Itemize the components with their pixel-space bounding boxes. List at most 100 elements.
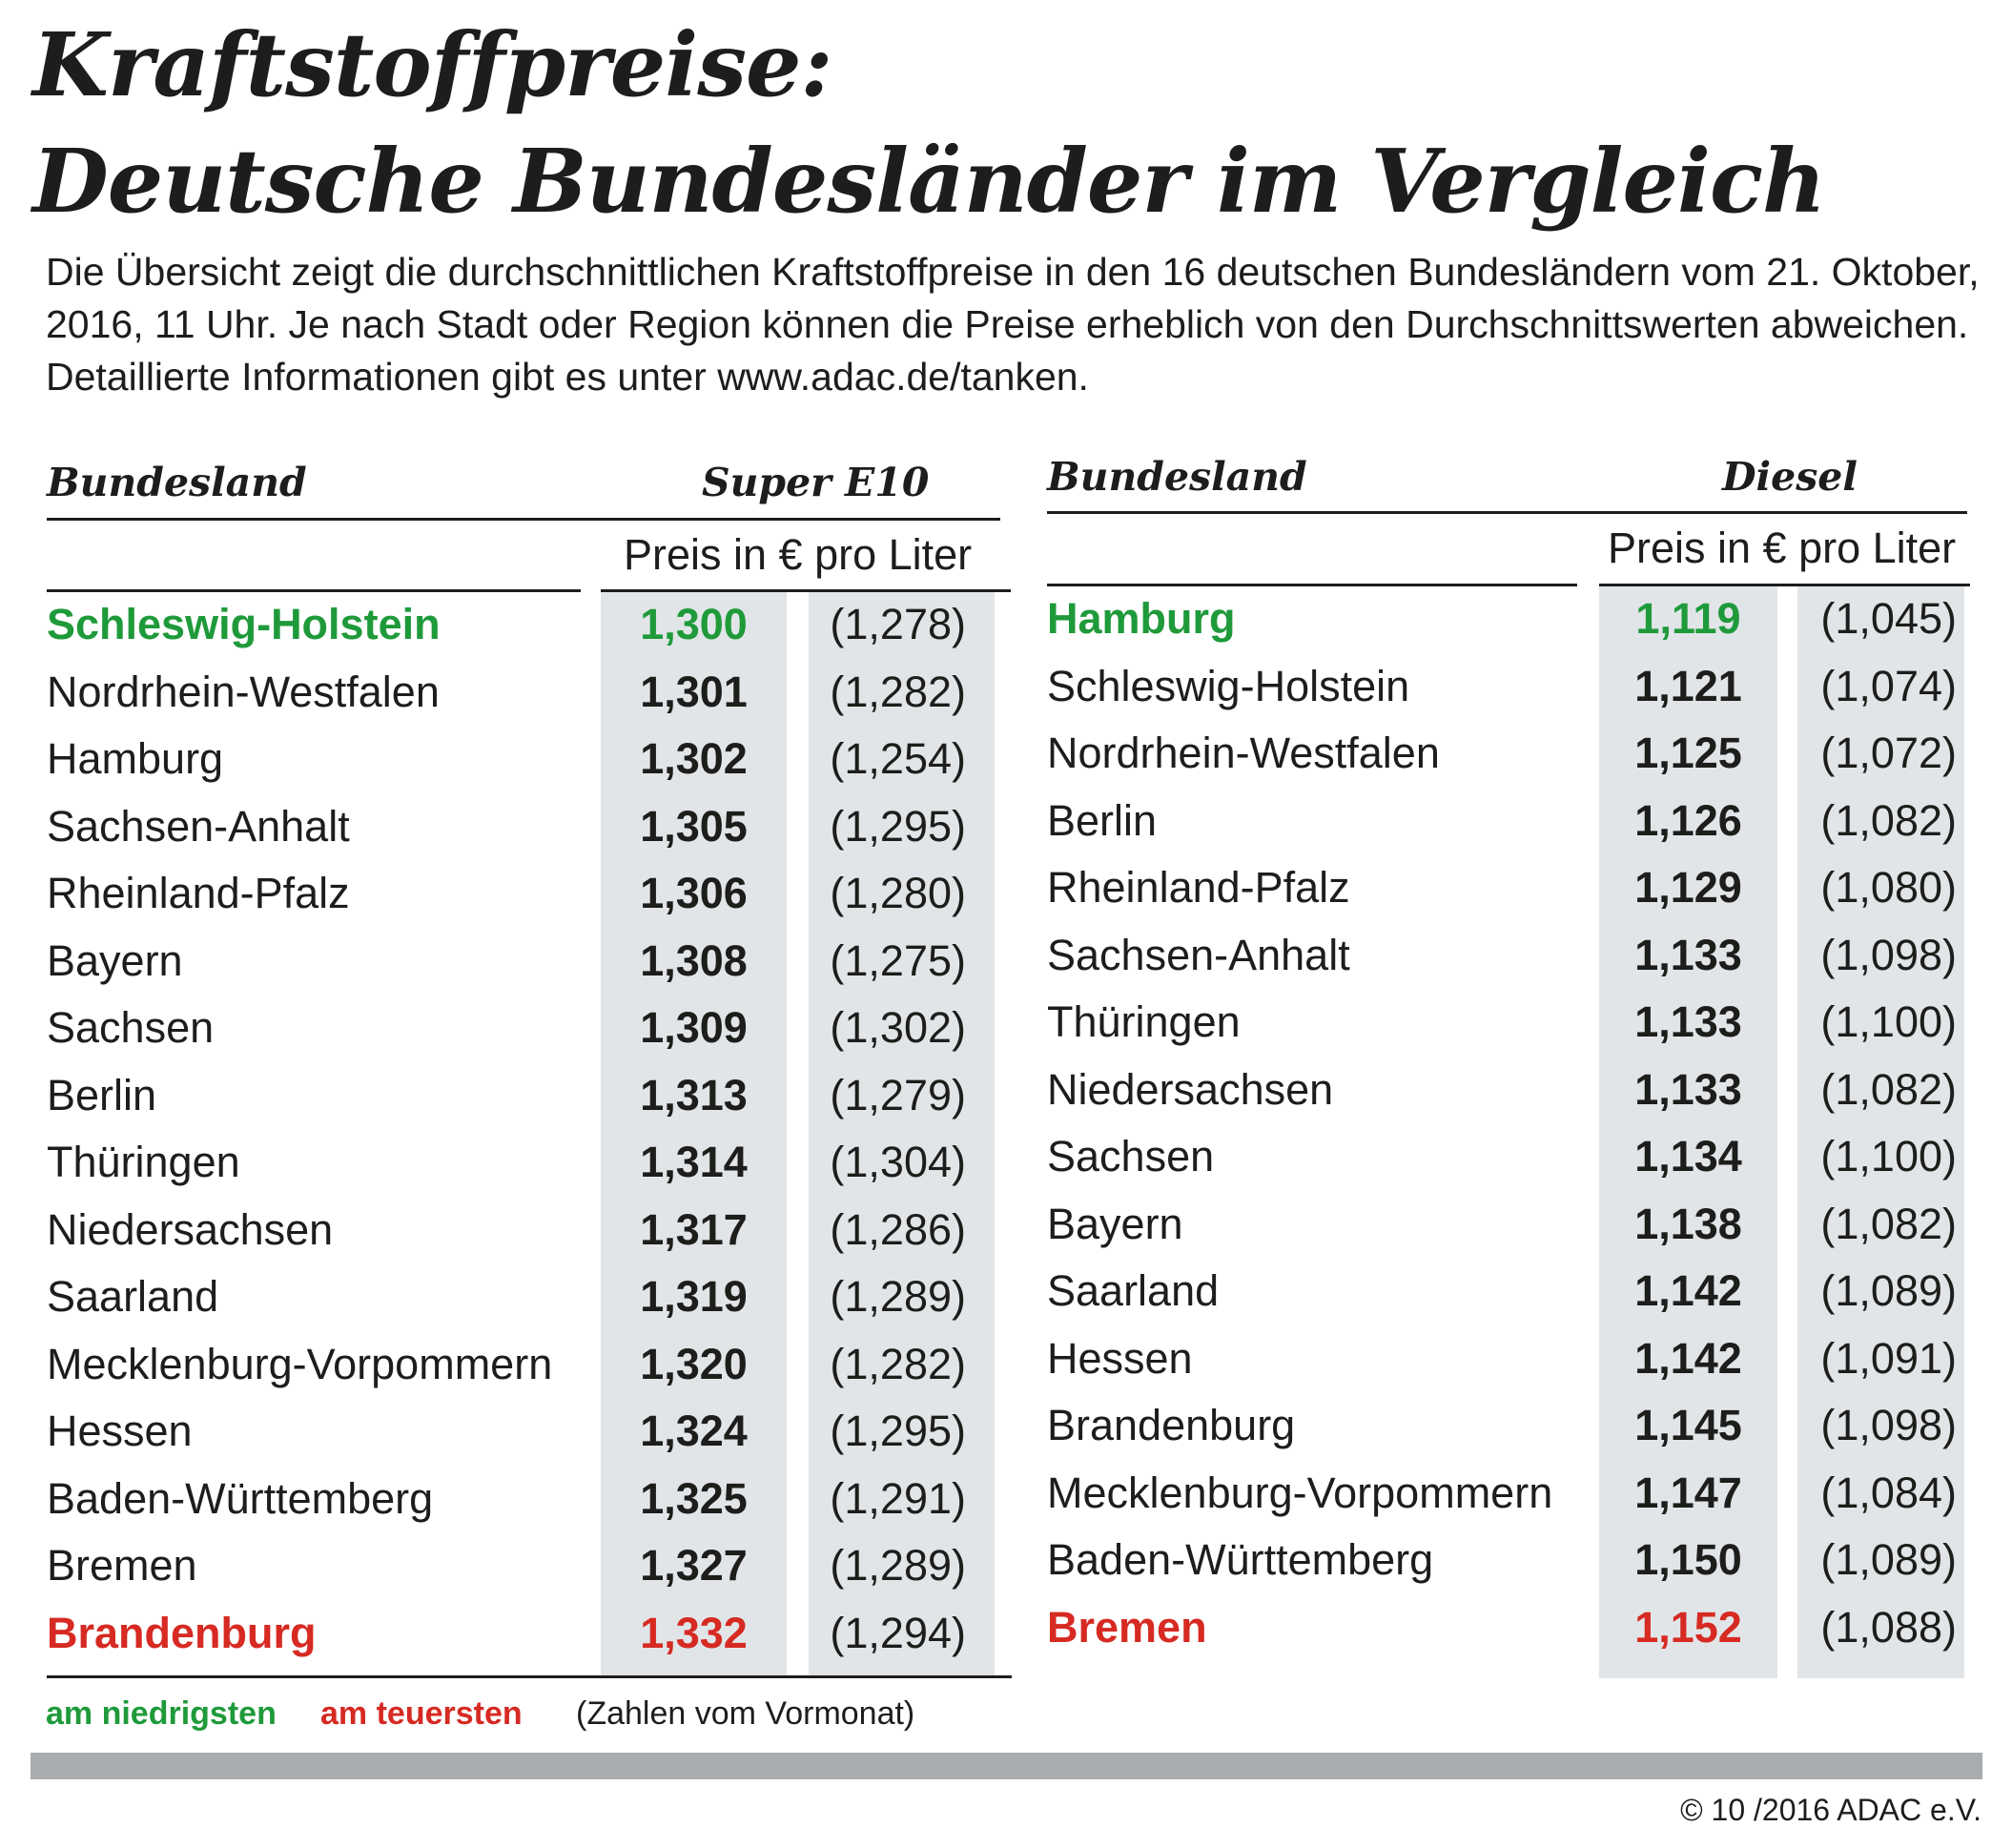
current-price: 1,301 xyxy=(640,667,748,716)
current-price: 1,126 xyxy=(1634,795,1742,845)
intro-text: Die Übersicht zeigt die durchschnittlich… xyxy=(46,250,1980,399)
fuel-header: Diesel xyxy=(1722,454,1858,500)
current-price: 1,320 xyxy=(640,1339,748,1388)
state-name: Schleswig-Holstein xyxy=(1047,661,1410,710)
table-row: Sachsen 1,309 (1,302) xyxy=(0,995,2012,1061)
state-name: Mecklenburg-Vorpommern xyxy=(47,1339,553,1388)
previous-month-price: (1,089) xyxy=(1820,1535,1957,1584)
current-price: 1,308 xyxy=(640,935,748,985)
previous-month-price: (1,286) xyxy=(830,1204,966,1254)
previous-month-price: (1,254) xyxy=(830,734,966,783)
state-name: Sachsen xyxy=(47,1003,215,1052)
state-name: Rheinland-Pfalz xyxy=(1047,863,1350,912)
table-row: Berlin 1,126 (1,082) xyxy=(0,788,2012,854)
page-title-line2: Deutsche Bundesländer im Vergleich xyxy=(32,130,1826,233)
unit-label: Preis in € pro Liter xyxy=(624,530,973,579)
current-price: 1,305 xyxy=(640,801,748,851)
previous-month-price: (1,275) xyxy=(830,935,966,985)
table-row: Nordrhein-Westfalen 1,301 (1,282) xyxy=(0,659,2012,726)
current-price: 1,314 xyxy=(640,1138,748,1186)
current-price: 1,134 xyxy=(1634,1132,1742,1181)
table-row: Bremen 1,327 (1,289) xyxy=(0,1532,2012,1599)
current-price: 1,138 xyxy=(1634,1199,1742,1248)
state-name: Bayern xyxy=(1047,1199,1183,1248)
previous-month-price: (1,289) xyxy=(830,1541,966,1590)
state-name: Baden-Württemberg xyxy=(1047,1535,1434,1584)
state-name: Nordrhein-Westfalen xyxy=(1047,729,1440,777)
table-row: Niedersachsen 1,133 (1,082) xyxy=(0,1057,2012,1123)
state-name: Thüringen xyxy=(47,1138,240,1186)
state-name: Schleswig-Holstein xyxy=(47,600,441,648)
previous-month-price: (1,291) xyxy=(830,1473,966,1523)
prev-column-shade xyxy=(1797,585,1964,1678)
previous-month-price: (1,280) xyxy=(830,869,966,917)
previous-month-price: (1,289) xyxy=(830,1272,966,1321)
current-price: 1,119 xyxy=(1635,594,1741,643)
price-column-rule xyxy=(1599,584,1970,586)
table-row: Baden-Württemberg 1,150 (1,089) xyxy=(0,1527,2012,1593)
previous-month-price: (1,279) xyxy=(830,1070,966,1119)
table-row: Sachsen-Anhalt 1,305 (1,295) xyxy=(0,793,2012,860)
state-name: Brandenburg xyxy=(47,1608,317,1657)
header-rule xyxy=(47,518,1000,521)
table-row: Hamburg 1,302 (1,254) xyxy=(0,726,2012,792)
previous-month-price: (1,282) xyxy=(830,1339,966,1388)
table-row: Brandenburg 1,332 (1,294) xyxy=(0,1600,2012,1667)
state-name: Nordrhein-Westfalen xyxy=(47,667,440,716)
state-name: Thüringen xyxy=(1047,997,1241,1046)
current-price: 1,129 xyxy=(1634,863,1742,912)
price-column-shade xyxy=(1599,585,1777,1678)
state-name: Mecklenburg-Vorpommern xyxy=(1047,1468,1553,1517)
previous-month-price: (1,072) xyxy=(1820,729,1957,777)
state-name: Saarland xyxy=(1047,1266,1220,1315)
state-name: Sachsen-Anhalt xyxy=(1047,930,1350,979)
state-name: Sachsen xyxy=(1047,1132,1215,1181)
previous-month-price: (1,082) xyxy=(1820,1064,1957,1114)
table-row: Nordrhein-Westfalen 1,125 (1,072) xyxy=(0,720,2012,787)
footer-bar xyxy=(31,1753,1982,1779)
current-price: 1,300 xyxy=(640,600,748,648)
table-row: Thüringen 1,314 (1,304) xyxy=(0,1129,2012,1196)
current-price: 1,145 xyxy=(1634,1401,1742,1449)
table-row: Berlin 1,313 (1,279) xyxy=(0,1062,2012,1129)
table-row: Mecklenburg-Vorpommern 1,320 (1,282) xyxy=(0,1331,2012,1398)
table-row: Schleswig-Holstein 1,121 (1,074) xyxy=(0,653,2012,720)
state-name: Niedersachsen xyxy=(47,1204,334,1254)
current-price: 1,142 xyxy=(1634,1333,1742,1383)
previous-month-price: (1,082) xyxy=(1820,1199,1957,1248)
legend-highest: am teuersten xyxy=(320,1695,523,1732)
current-price: 1,302 xyxy=(640,734,748,783)
table-row: Hamburg 1,119 (1,045) xyxy=(0,585,2012,652)
current-price: 1,125 xyxy=(1634,729,1742,777)
current-price: 1,150 xyxy=(1634,1535,1742,1584)
page-title-line1: Kraftstoffpreise: xyxy=(32,13,832,116)
table-row: Saarland 1,142 (1,089) xyxy=(0,1258,2012,1324)
table-bottom-rule xyxy=(47,1675,1012,1678)
state-name: Bremen xyxy=(47,1541,197,1590)
current-price: 1,306 xyxy=(640,869,748,917)
current-price: 1,142 xyxy=(1634,1266,1742,1315)
copyright: © 10 /2016 ADAC e.V. xyxy=(1680,1793,1981,1827)
previous-month-price: (1,088) xyxy=(1820,1602,1957,1652)
current-price: 1,317 xyxy=(640,1204,748,1254)
table-row: Rheinland-Pfalz 1,129 (1,080) xyxy=(0,854,2012,921)
current-price: 1,313 xyxy=(640,1070,748,1119)
previous-month-price: (1,100) xyxy=(1820,997,1957,1046)
previous-month-price: (1,278) xyxy=(830,600,966,648)
state-name: Rheinland-Pfalz xyxy=(47,869,350,917)
current-price: 1,152 xyxy=(1634,1602,1742,1652)
previous-month-price: (1,082) xyxy=(1820,795,1957,845)
state-header: Bundesland xyxy=(1047,454,1307,500)
current-price: 1,319 xyxy=(640,1272,748,1321)
table-row: Saarland 1,319 (1,289) xyxy=(0,1263,2012,1330)
current-price: 1,325 xyxy=(640,1473,748,1523)
state-name: Hamburg xyxy=(1047,594,1236,643)
prev-column-shade xyxy=(809,591,995,1678)
state-name: Sachsen-Anhalt xyxy=(47,801,350,851)
previous-month-price: (1,295) xyxy=(830,801,966,851)
current-price: 1,309 xyxy=(640,1003,748,1052)
previous-month-price: (1,091) xyxy=(1820,1333,1957,1383)
state-name: Hessen xyxy=(1047,1333,1193,1383)
previous-month-price: (1,098) xyxy=(1820,1401,1957,1449)
state-name: Berlin xyxy=(47,1070,157,1119)
